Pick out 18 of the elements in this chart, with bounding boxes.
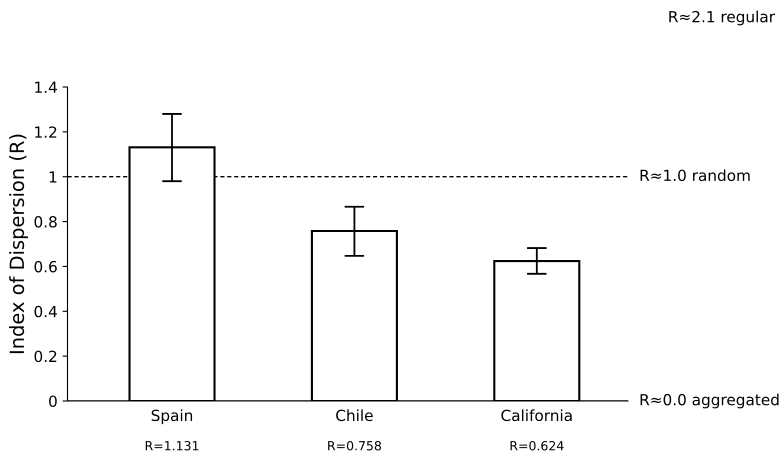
ref-line-label: R≈1.0 random — [640, 169, 750, 182]
y-tick-label: 1.4 — [35, 82, 57, 93]
x-tick-label: Chile — [336, 409, 373, 422]
y-tick-label: 0.2 — [34, 350, 56, 362]
y-tick-label: 0 — [49, 395, 57, 408]
x-tick-label: California — [501, 409, 572, 422]
x-tick-label: Spain — [152, 409, 192, 424]
ref-line-label: R≈0.0 aggregated — [640, 394, 779, 408]
text: R≈2.1 regular — [669, 10, 775, 26]
y-tick-label: 1 — [50, 171, 56, 183]
data-label: R=1.131 — [146, 441, 198, 450]
data-label: R=0.624 — [510, 441, 564, 450]
y-tick-label: 0.6 — [34, 260, 57, 272]
data-label: R=0.758 — [328, 441, 382, 450]
y-axis-title: Index of Dispersion (R) — [9, 134, 28, 354]
y-tick-label: 1.2 — [35, 126, 56, 138]
y-tick-label: 0.4 — [34, 306, 57, 318]
y-tick-label: 0.8 — [34, 216, 57, 228]
